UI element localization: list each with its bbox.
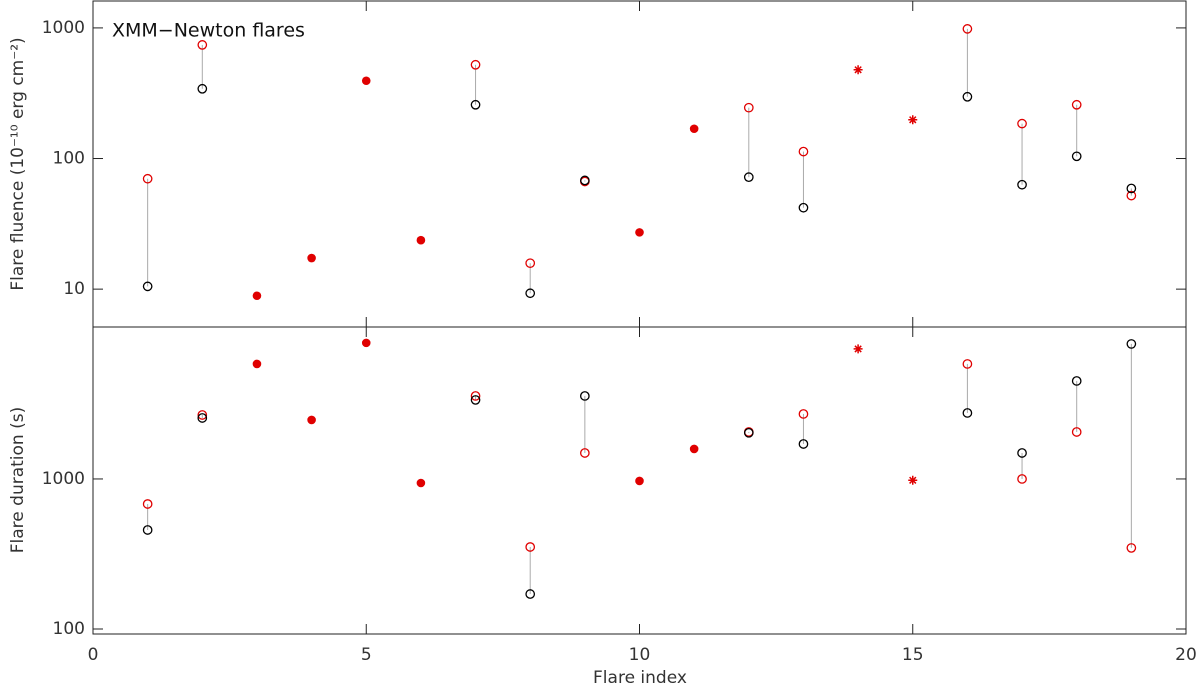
annotation: XMM−Newton flares bbox=[112, 20, 305, 42]
point bbox=[470, 391, 481, 401]
point bbox=[798, 146, 809, 157]
point bbox=[361, 338, 371, 348]
point bbox=[416, 478, 426, 488]
x-tick-label: 10 bbox=[629, 645, 651, 665]
point bbox=[197, 410, 208, 420]
x-tick-label: 20 bbox=[1175, 645, 1197, 665]
point bbox=[142, 173, 153, 184]
y-tick-label: 1000 bbox=[42, 18, 85, 38]
y-tick-label: 10 bbox=[63, 279, 85, 299]
point bbox=[1071, 376, 1082, 386]
point bbox=[689, 124, 699, 134]
point bbox=[579, 391, 590, 401]
point bbox=[1017, 179, 1027, 190]
point bbox=[743, 427, 754, 438]
point bbox=[361, 76, 371, 86]
point bbox=[197, 413, 208, 423]
point bbox=[525, 288, 536, 299]
point bbox=[908, 115, 918, 125]
y-axis-label: Flare duration (s) bbox=[8, 407, 28, 553]
point bbox=[853, 65, 863, 75]
x-axis-label: Flare index bbox=[593, 668, 687, 688]
point bbox=[416, 235, 426, 245]
y-axis-label: Flare fluence (10⁻¹⁰ erg cm⁻²) bbox=[8, 37, 28, 290]
point bbox=[525, 589, 536, 599]
point bbox=[252, 291, 262, 301]
point bbox=[853, 344, 863, 354]
point bbox=[1126, 183, 1137, 194]
point bbox=[1126, 339, 1137, 349]
point bbox=[1126, 543, 1137, 553]
point bbox=[1126, 190, 1137, 201]
point bbox=[470, 59, 481, 70]
point bbox=[798, 409, 809, 419]
point bbox=[798, 439, 809, 449]
point bbox=[252, 359, 262, 369]
point bbox=[962, 408, 973, 418]
point bbox=[1071, 99, 1082, 110]
point bbox=[743, 102, 754, 113]
y-tick-label: 1000 bbox=[42, 469, 85, 489]
point bbox=[525, 542, 536, 552]
point bbox=[743, 172, 754, 183]
point bbox=[1017, 448, 1027, 458]
x-tick-label: 15 bbox=[902, 645, 924, 665]
point bbox=[1017, 118, 1027, 129]
point bbox=[1071, 151, 1082, 162]
point bbox=[142, 525, 153, 535]
point bbox=[908, 475, 918, 485]
y-tick-label: 100 bbox=[53, 149, 85, 169]
point bbox=[579, 175, 590, 186]
point bbox=[689, 444, 699, 454]
point bbox=[1071, 427, 1082, 437]
point bbox=[635, 228, 644, 237]
point bbox=[470, 99, 481, 110]
point bbox=[307, 415, 316, 425]
point bbox=[142, 281, 153, 292]
x-tick-label: 0 bbox=[88, 645, 99, 665]
point bbox=[962, 24, 973, 34]
point bbox=[197, 40, 208, 50]
point bbox=[635, 476, 644, 486]
point bbox=[798, 202, 809, 213]
point bbox=[307, 253, 316, 263]
x-tick-label: 5 bbox=[361, 645, 372, 665]
point bbox=[470, 395, 481, 405]
point bbox=[142, 499, 153, 509]
y-tick-label: 100 bbox=[53, 619, 85, 639]
point bbox=[579, 448, 590, 458]
point bbox=[197, 83, 208, 94]
point bbox=[1017, 474, 1027, 484]
point bbox=[962, 359, 973, 369]
point bbox=[962, 91, 973, 102]
point bbox=[525, 258, 536, 269]
